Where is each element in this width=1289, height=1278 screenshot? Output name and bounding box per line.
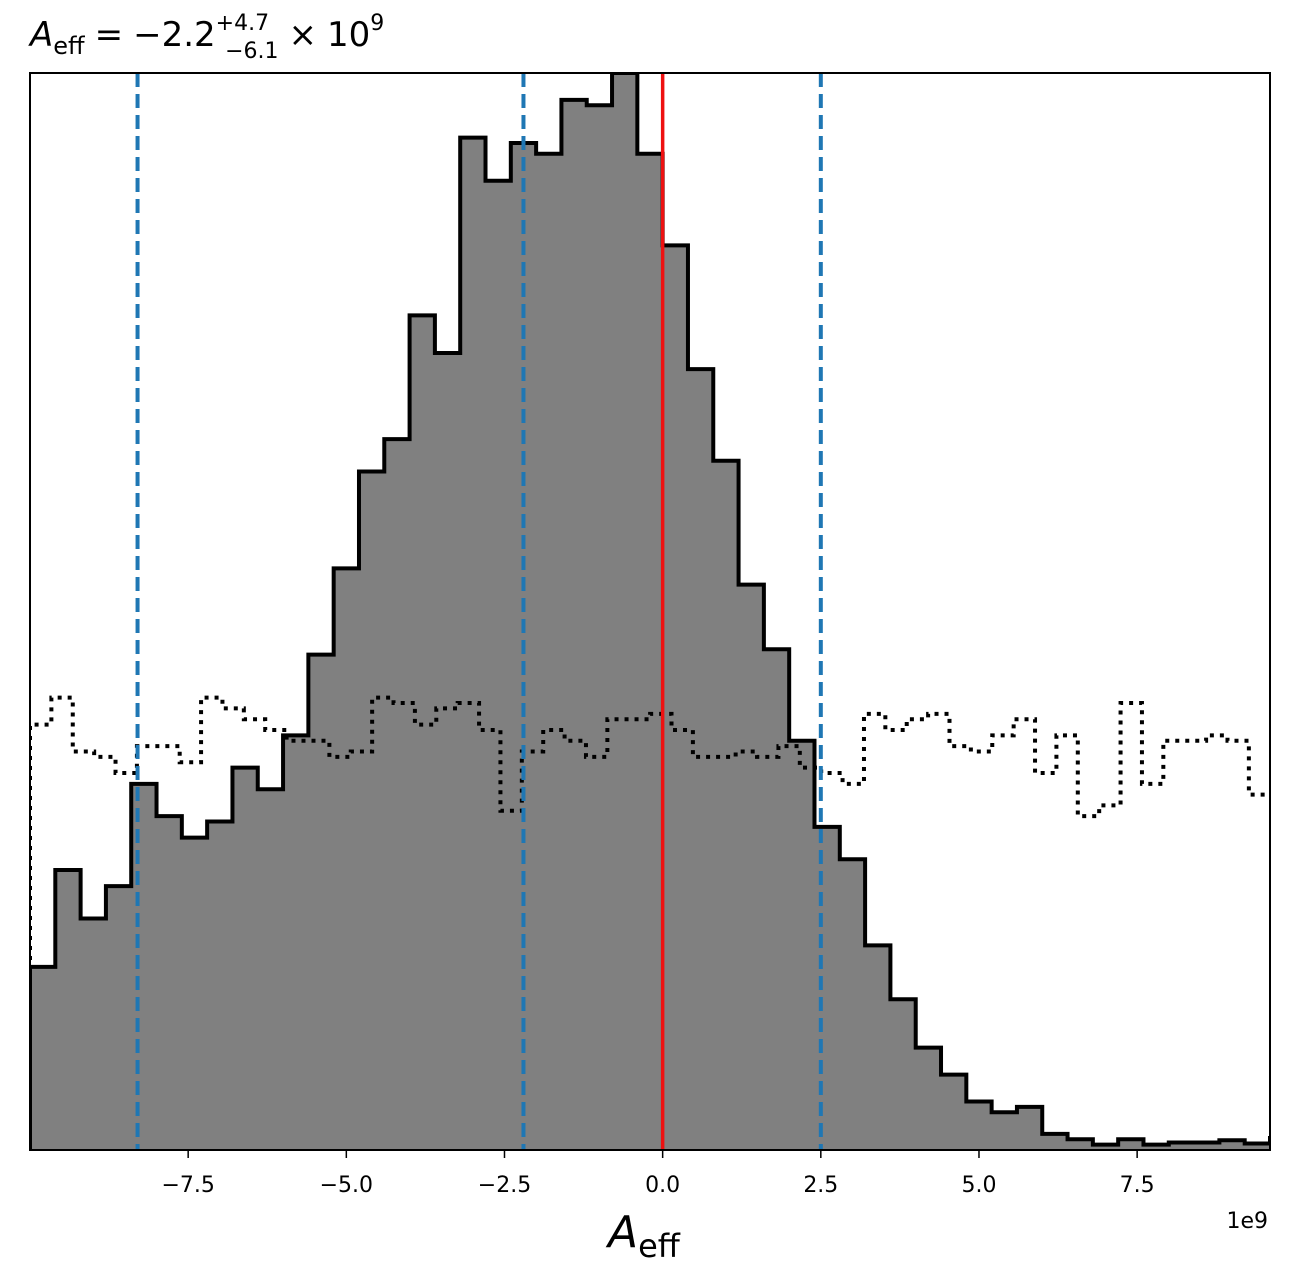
histogram-bar [586, 105, 613, 1150]
histogram-bar [232, 767, 259, 1150]
histogram-bar [30, 966, 56, 1150]
histogram-bar [738, 584, 765, 1150]
x-axis: −7.5 −5.0 −2.5 0.0 2.5 5.0 7.5 [161, 1150, 1155, 1198]
histogram-bar [156, 816, 183, 1150]
histogram-bar [485, 180, 512, 1150]
histogram-bar [915, 1047, 942, 1150]
histogram-bar [966, 1101, 993, 1150]
plot-area [29, 72, 1271, 1151]
histogram-bar [384, 439, 411, 1150]
histogram-bar [789, 740, 815, 1150]
histogram-bar [536, 153, 562, 1150]
title-times: × [288, 15, 317, 55]
histogram-bar [814, 826, 841, 1150]
histogram-outline [30, 73, 1270, 1150]
histogram-bar [55, 869, 82, 1150]
histogram-bar [283, 735, 309, 1150]
chart-title: Aeff = −2.2+4.7 −6.1 × 109 [28, 11, 384, 64]
histogram-bar [865, 945, 891, 1150]
histogram-bar [1067, 1139, 1094, 1150]
histogram-bar [207, 821, 233, 1150]
histogram-bar [358, 471, 385, 1150]
histogram-bar [434, 353, 461, 1150]
histogram-bar [80, 918, 107, 1150]
histogram-bar [637, 153, 664, 1150]
x-axis-label: Aeff [605, 1207, 681, 1265]
histogram-bar [713, 460, 740, 1150]
histogram-bar [1244, 1143, 1270, 1150]
histogram-bar [839, 859, 866, 1150]
x-tick-label: −5.0 [320, 1173, 373, 1198]
title-upper: +4.7 [216, 11, 269, 36]
histogram-bar [561, 99, 588, 1150]
xlabel-symbol: A [605, 1207, 638, 1258]
histogram-bar [257, 789, 284, 1150]
histogram-bar [409, 315, 436, 1150]
title-subscript: eff [53, 32, 85, 60]
histogram-bar [1219, 1140, 1246, 1150]
title-equals: = [95, 15, 124, 55]
histogram-bar [687, 369, 714, 1150]
histogram-bar [991, 1112, 1018, 1150]
histogram-bar [181, 837, 208, 1150]
xlabel-subscript: eff [638, 1227, 681, 1265]
histogram-bar [890, 999, 917, 1150]
x-tick-label: 7.5 [1120, 1173, 1155, 1198]
histogram-bar [1016, 1106, 1043, 1150]
histogram-bar [662, 245, 689, 1150]
histogram-bar [1168, 1142, 1195, 1150]
title-value: −2.2 [133, 15, 216, 55]
histogram-bar [1143, 1144, 1170, 1150]
histogram-bar [1092, 1144, 1119, 1150]
histogram-bar [105, 886, 132, 1150]
x-tick-label: 0.0 [645, 1173, 680, 1198]
histogram-bar [308, 654, 335, 1150]
x-tick-label: 2.5 [803, 1173, 838, 1198]
title-lower: −6.1 [225, 39, 278, 64]
histogram-bar [333, 568, 360, 1150]
histogram-bar [131, 783, 158, 1150]
histogram-bar [763, 649, 790, 1150]
x-tick-label: −7.5 [161, 1173, 214, 1198]
histogram-bar [460, 137, 487, 1150]
histogram-bar [1118, 1139, 1144, 1150]
plot-frame [29, 72, 1271, 1151]
histogram-bar [1042, 1133, 1069, 1150]
x-offset-label: 1e9 [1226, 1209, 1268, 1234]
x-tick-label: 5.0 [961, 1173, 996, 1198]
title-base: 10 [327, 15, 370, 55]
histogram-bar [1194, 1142, 1220, 1150]
x-tick-label: −2.5 [478, 1173, 531, 1198]
title-symbol: A [28, 15, 53, 55]
title-exponent: 9 [370, 11, 384, 36]
histogram-bar [941, 1074, 967, 1150]
histogram-bar [612, 73, 638, 1150]
